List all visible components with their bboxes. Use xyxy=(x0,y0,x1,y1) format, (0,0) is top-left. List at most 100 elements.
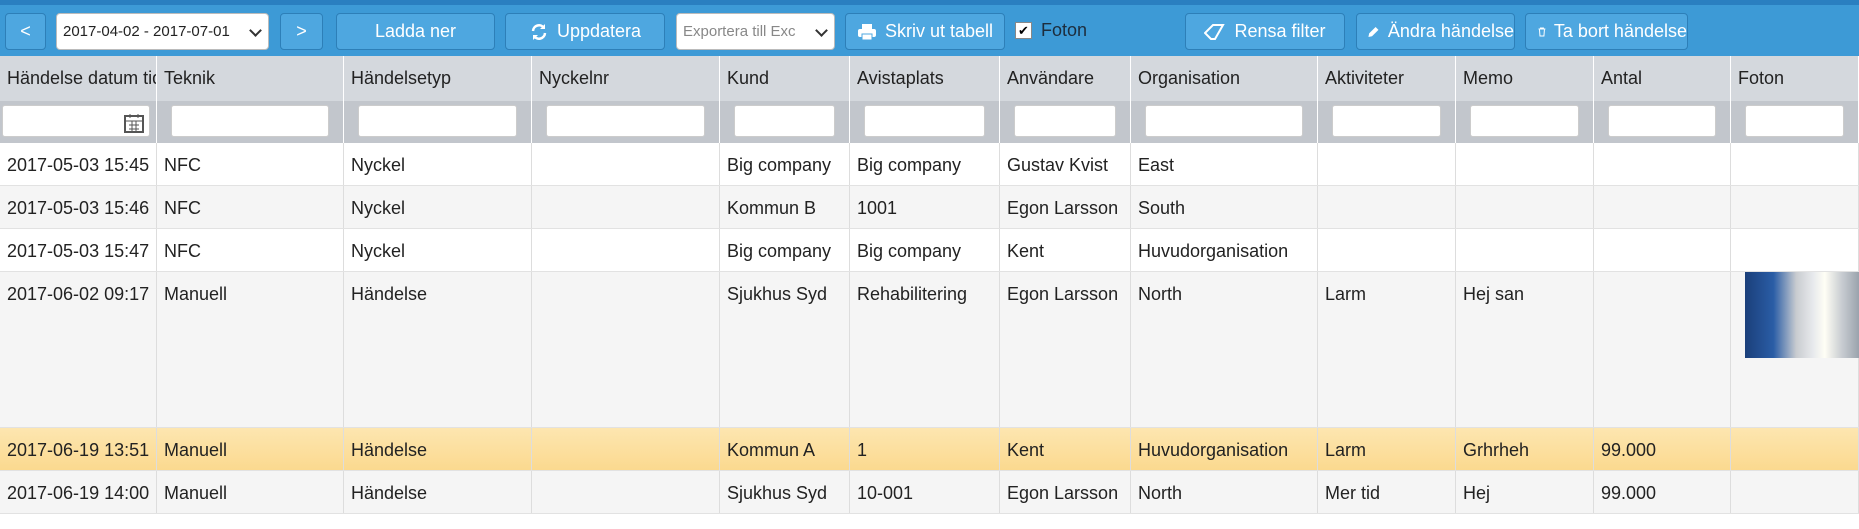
table-cell: Nyckel xyxy=(344,143,532,185)
date-range-select[interactable]: 2017-04-02 - 2017-07-01 xyxy=(56,13,269,50)
table-cell: Big company xyxy=(720,229,850,271)
column-header[interactable]: Teknik xyxy=(157,56,344,101)
pencil-icon xyxy=(1368,26,1379,37)
column-header[interactable]: Memo xyxy=(1456,56,1594,101)
table-cell: Manuell xyxy=(157,471,344,513)
delete-label: Ta bort händelse xyxy=(1553,21,1687,41)
next-button[interactable]: > xyxy=(280,13,323,50)
filter-input[interactable] xyxy=(1470,105,1579,137)
column-header[interactable]: Avistaplats xyxy=(850,56,1000,101)
table-cell: Big company xyxy=(850,143,1000,185)
table-cell xyxy=(1594,143,1731,185)
table-row[interactable]: 2017-05-03 15:47 NFC Nyckel Big company Big … xyxy=(0,229,1859,272)
filter-cell xyxy=(1318,101,1456,143)
table-cell: Händelse xyxy=(344,471,532,513)
table-cell: 2017-05-03 15:47 xyxy=(0,229,157,271)
filter-input[interactable] xyxy=(1745,105,1844,137)
filter-input[interactable] xyxy=(358,105,517,137)
table-cell: Larm xyxy=(1318,428,1456,470)
table-cell: Rehabilitering xyxy=(850,272,1000,427)
table-cell: Gustav Kvist xyxy=(1000,143,1131,185)
table-cell: 1001 xyxy=(850,186,1000,228)
filter-input[interactable] xyxy=(1608,105,1716,137)
table-cell: Mer tid xyxy=(1318,471,1456,513)
filter-input[interactable] xyxy=(1332,105,1441,137)
table-cell: Hej san xyxy=(1456,272,1594,427)
table-row[interactable]: 2017-06-19 14:00 Manuell Händelse Sjukhus S… xyxy=(0,471,1859,514)
export-label: Exportera till Exc xyxy=(683,23,796,40)
table-cell: Manuell xyxy=(157,272,344,427)
filter-input[interactable] xyxy=(1145,105,1303,137)
filter-cell xyxy=(157,101,344,143)
table-cell: Sjukhus Syd xyxy=(720,272,850,427)
photos-checkbox[interactable]: ✔ xyxy=(1015,22,1032,39)
table-cell xyxy=(1731,186,1859,228)
table-cell xyxy=(1456,186,1594,228)
print-button[interactable]: Skriv ut tabell xyxy=(845,13,1005,50)
edit-label: Ändra händelse xyxy=(1387,21,1514,41)
table-cell: Händelse xyxy=(344,272,532,427)
table-cell xyxy=(1456,143,1594,185)
table-cell xyxy=(1731,471,1859,513)
filter-cell xyxy=(1000,101,1131,143)
table-cell: 99.000 xyxy=(1594,471,1731,513)
column-header[interactable]: Kund xyxy=(720,56,850,101)
table-cell: Hej xyxy=(1456,471,1594,513)
table-cell xyxy=(1731,428,1859,470)
table-cell: 10-001 xyxy=(850,471,1000,513)
table-cell xyxy=(532,428,720,470)
clear-filter-button[interactable]: Rensa filter xyxy=(1185,13,1345,50)
filter-cell xyxy=(720,101,850,143)
table-cell: Händelse xyxy=(344,428,532,470)
table-cell: NFC xyxy=(157,143,344,185)
prev-button[interactable]: < xyxy=(5,13,46,50)
table-cell xyxy=(1318,143,1456,185)
print-label: Skriv ut tabell xyxy=(884,21,994,41)
table-row[interactable]: 2017-06-02 09:17 Manuell Händelse Sjukhus S… xyxy=(0,272,1859,428)
clear-filter-label: Rensa filter xyxy=(1234,21,1326,41)
column-header[interactable]: Nyckelnr xyxy=(532,56,720,101)
table-cell: Huvudorganisation xyxy=(1131,229,1318,271)
filter-cell xyxy=(1456,101,1594,143)
column-header[interactable]: Händelsetyp xyxy=(344,56,532,101)
filter-cell xyxy=(1731,101,1859,143)
table-cell xyxy=(1318,229,1456,271)
table-cell: Kommun A xyxy=(720,428,850,470)
table-cell xyxy=(532,186,720,228)
table-cell: Huvudorganisation xyxy=(1131,428,1318,470)
table-cell: East xyxy=(1131,143,1318,185)
column-header[interactable]: Användare xyxy=(1000,56,1131,101)
table-cell xyxy=(1731,229,1859,271)
table-cell xyxy=(1594,186,1731,228)
column-header[interactable]: Antal xyxy=(1594,56,1731,101)
column-header[interactable]: Organisation xyxy=(1131,56,1318,101)
table-cell: Nyckel xyxy=(344,229,532,271)
refresh-label: Uppdatera xyxy=(556,21,642,41)
export-select[interactable]: Exportera till Exc xyxy=(676,13,835,50)
edit-button[interactable]: Ändra händelse xyxy=(1356,13,1515,50)
filter-input[interactable] xyxy=(2,105,150,137)
filter-input[interactable] xyxy=(171,105,329,137)
refresh-icon xyxy=(531,23,547,40)
filter-input[interactable] xyxy=(864,105,985,137)
table-cell: 2017-06-19 14:00 xyxy=(0,471,157,513)
table-row[interactable]: 2017-05-03 15:46 NFC Nyckel Kommun B 1001 Ego… xyxy=(0,186,1859,229)
column-header[interactable]: Aktiviteter xyxy=(1318,56,1456,101)
table-row[interactable]: 2017-05-03 15:45 NFC Nyckel Big company Big … xyxy=(0,143,1859,186)
table-cell: 1 xyxy=(850,428,1000,470)
filter-input[interactable] xyxy=(1014,105,1116,137)
photo-thumbnail xyxy=(1745,272,1859,358)
delete-button[interactable]: Ta bort händelse xyxy=(1525,13,1688,50)
filter-input[interactable] xyxy=(546,105,705,137)
column-header[interactable]: Händelse datum tid xyxy=(0,56,157,101)
table-cell xyxy=(532,471,720,513)
table-cell xyxy=(1594,229,1731,271)
refresh-button[interactable]: Uppdatera xyxy=(505,13,665,50)
calendar-icon[interactable] xyxy=(123,112,145,134)
download-button[interactable]: Ladda ner xyxy=(336,13,495,50)
table-cell xyxy=(1318,186,1456,228)
filter-input[interactable] xyxy=(734,105,835,137)
column-header[interactable]: Foton xyxy=(1731,56,1859,101)
